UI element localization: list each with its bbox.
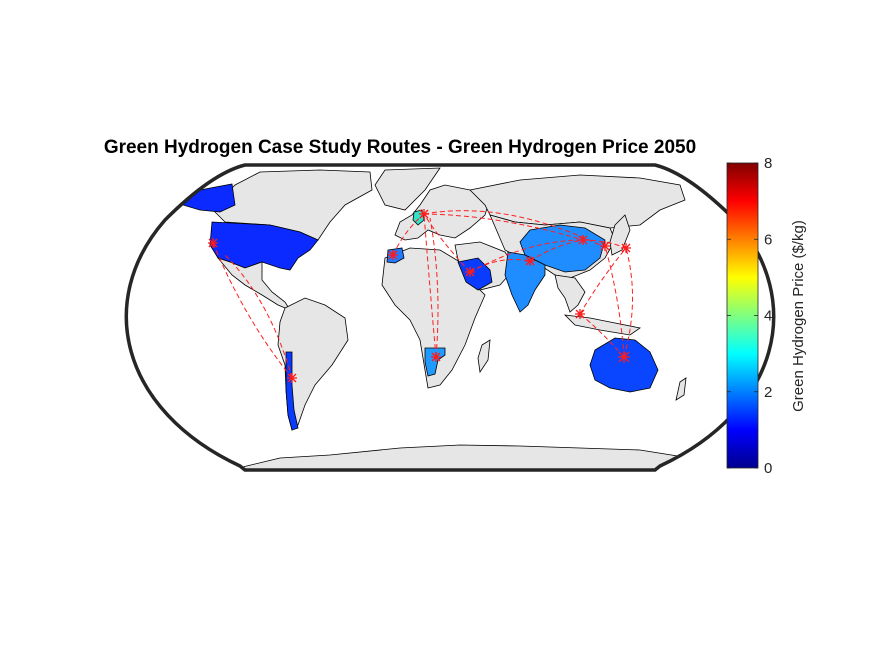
route-australia-korea xyxy=(604,245,625,358)
marker-saudi-arabia xyxy=(465,267,475,277)
marker-chile xyxy=(287,373,297,383)
route-saudi-china xyxy=(469,239,584,273)
australia-country xyxy=(589,337,659,393)
route-germany-china-2 xyxy=(423,210,601,246)
marker-singapore xyxy=(575,309,585,319)
route-india-china xyxy=(529,239,584,262)
mexico-land xyxy=(216,257,292,311)
india-country xyxy=(504,251,546,313)
route-saudi-germany xyxy=(423,213,471,273)
route-germany-china xyxy=(423,213,584,241)
route-namibia-germany-2 xyxy=(429,217,439,358)
route-singapore-japan xyxy=(579,247,627,315)
colorbar: 0 2 4 6 8 Green Hydrogen Price ($/kg) xyxy=(726,155,807,477)
world-map xyxy=(182,167,701,470)
marker-germany xyxy=(419,209,429,219)
marker-korea xyxy=(600,241,610,251)
antarctica-land xyxy=(229,444,701,470)
marker-usa xyxy=(208,238,218,248)
japan-land xyxy=(609,214,631,256)
saudi-arabia-country xyxy=(457,257,493,291)
marker-namibia xyxy=(431,352,441,362)
route-chile-usa xyxy=(212,242,293,379)
chile-country xyxy=(285,351,299,431)
marker-japan xyxy=(621,243,631,253)
colorbar-tick-label: 4 xyxy=(764,308,772,325)
route-chile-usa-2 xyxy=(224,254,293,379)
colorbar-tick-label: 0 xyxy=(764,460,772,477)
south-america-land xyxy=(277,297,349,431)
marker-china xyxy=(578,235,588,245)
map-frame xyxy=(124,163,776,472)
new-zealand-land xyxy=(675,377,687,401)
marker-morocco xyxy=(388,250,398,260)
colorbar-ticks: 0 2 4 6 8 xyxy=(727,155,772,477)
route-saudi-india xyxy=(469,258,531,273)
chart-title: Green Hydrogen Case Study Routes - Green… xyxy=(104,137,696,158)
colorbar-tick-label: 6 xyxy=(764,231,772,248)
colorbar-label: Green Hydrogen Price ($/kg) xyxy=(790,220,807,412)
colorbar-tick-label: 2 xyxy=(764,384,772,401)
namibia-country xyxy=(424,347,446,377)
marker-australia xyxy=(618,351,630,363)
southeast-asia-land xyxy=(554,274,586,313)
greenland-land xyxy=(374,167,441,211)
colorbar-gradient xyxy=(726,162,759,469)
china-country xyxy=(519,224,606,273)
africa-land xyxy=(381,247,486,389)
route-australia-japan xyxy=(623,247,634,358)
madagascar-land xyxy=(477,339,491,374)
marker-india xyxy=(525,256,535,266)
route-markers xyxy=(208,209,631,383)
route-morocco-germany xyxy=(392,213,425,256)
colorbar-tick-label: 8 xyxy=(764,155,772,172)
canada-land xyxy=(212,169,373,241)
